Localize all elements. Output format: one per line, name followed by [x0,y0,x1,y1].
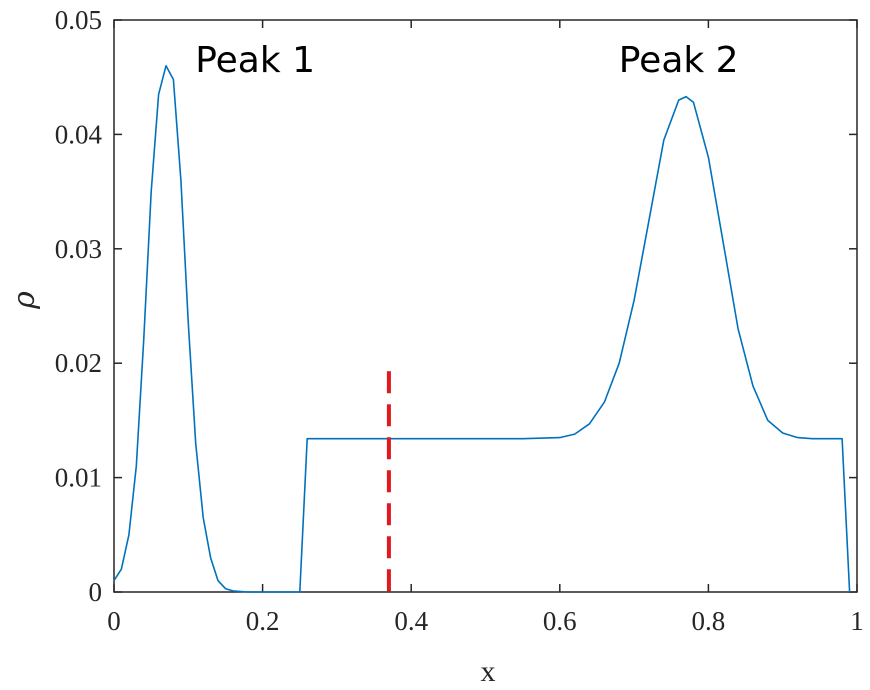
x-tick-label: 0.2 [246,606,280,636]
y-axis-label: ρ [7,291,42,310]
x-tick-label: 0 [107,606,121,636]
y-tick-label: 0.04 [55,119,103,149]
peak-annotation: Peak 2 [619,40,739,81]
x-tick-label: 0.8 [692,606,726,636]
series-line [113,65,851,593]
peak-annotation: Peak 1 [195,40,315,81]
y-tick-label: 0.02 [55,348,102,378]
y-ticks-group: 0 0.01 0.02 0.03 0.04 0.05 [55,5,857,607]
y-tick-label: 0 [89,577,103,607]
y-tick-label: 0.05 [55,5,102,35]
x-ticks-group: 0 0.2 0.4 0.6 0.8 1 [107,20,864,636]
y-tick-label: 0.03 [55,234,102,264]
plot-frame-group [113,19,858,593]
series-group [113,65,851,593]
y-tick-label: 0.01 [55,463,102,493]
x-axis-label: x [481,655,496,688]
x-tick-label: 1 [850,606,864,636]
x-tick-label: 0.4 [394,606,428,636]
plot-frame [113,19,858,593]
x-tick-label: 0.6 [543,606,577,636]
annotation-group: Peak 1 Peak 2 [195,40,738,81]
